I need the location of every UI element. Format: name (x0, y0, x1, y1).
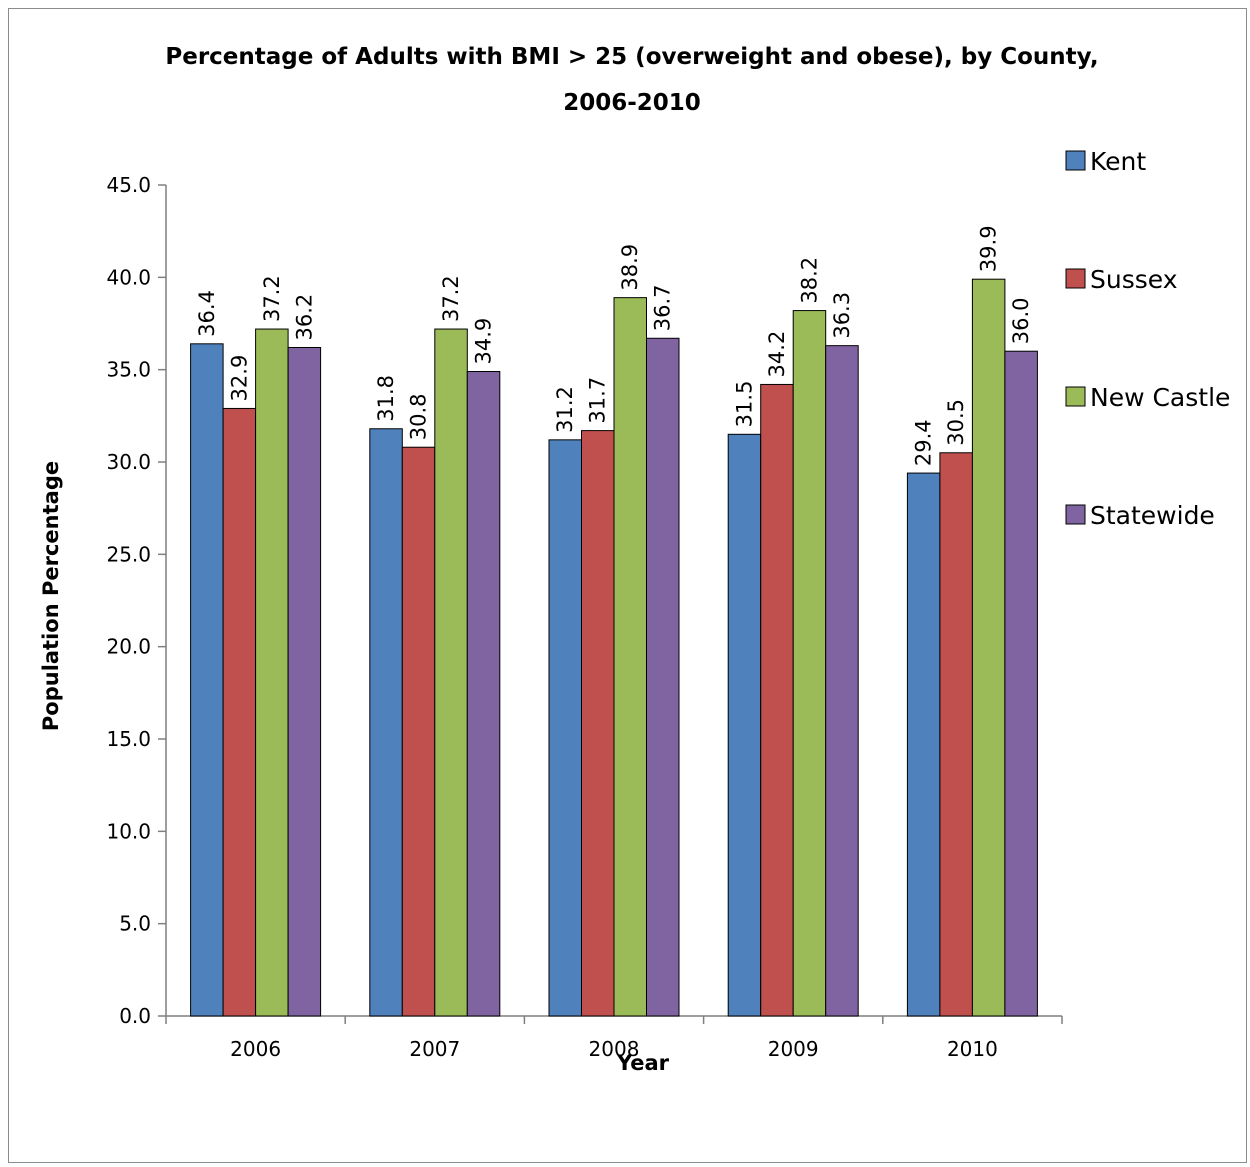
data-label: 39.9 (977, 225, 1001, 272)
y-tick-label: 15.0 (106, 727, 151, 751)
bar-statewide-2010 (1004, 350, 1038, 1017)
legend-label-sussex: Sussex (1090, 265, 1178, 294)
y-tick-label: 20.0 (106, 635, 151, 659)
y-tick-label: 5.0 (119, 912, 151, 936)
chart-title-line2: 2006-2010 (563, 90, 701, 116)
bar-sussex-2009 (760, 383, 794, 1017)
bar-kent-2006 (190, 343, 224, 1017)
data-label: 34.9 (472, 318, 496, 365)
data-label: 36.0 (1009, 297, 1033, 344)
data-label: 36.7 (651, 285, 675, 332)
legend: Kent Sussex New Castle Statewide (1065, 147, 1230, 530)
bar-kent-2009 (727, 433, 762, 1017)
bar-new-castle-2007 (434, 328, 468, 1017)
y-tick-label: 45.0 (106, 173, 151, 197)
legend-swatch-statewide (1065, 504, 1086, 525)
bar-statewide-2006 (287, 347, 322, 1017)
data-label: 32.9 (227, 355, 251, 402)
data-label: 31.7 (586, 377, 610, 424)
data-label: 37.2 (439, 275, 463, 322)
bar-sussex-2010 (939, 452, 973, 1017)
legend-swatch-sussex (1065, 268, 1086, 289)
y-tick-label: 35.0 (106, 358, 151, 382)
legend-swatch-kent (1065, 150, 1086, 171)
bar-statewide-2008 (646, 337, 680, 1017)
x-tick-label: 2010 (947, 1037, 998, 1061)
legend-label-new-castle: New Castle (1090, 383, 1230, 412)
data-label: 36.3 (830, 292, 854, 339)
bar-new-castle-2008 (613, 297, 647, 1017)
data-label: 31.8 (374, 375, 398, 422)
bar-new-castle-2009 (792, 310, 827, 1017)
bar-sussex-2007 (401, 446, 436, 1017)
plot-area: 0.0 5.0 10.0 15.0 20.0 25.0 30.0 35.0 40.0 45.0 36… (106, 173, 1063, 1061)
data-label: 38.9 (618, 244, 642, 291)
bar-new-castle-2006 (255, 328, 289, 1017)
chart-title-line1: Percentage of Adults with BMI > 25 (over… (165, 44, 1098, 70)
bar-sussex-2006 (222, 407, 257, 1017)
data-label: 36.4 (195, 290, 219, 337)
data-label: 29.4 (912, 419, 936, 466)
data-label: 30.8 (407, 393, 431, 440)
data-label: 38.2 (797, 257, 821, 304)
data-label: 31.5 (732, 381, 756, 428)
y-tick-label: 0.0 (119, 1004, 151, 1028)
x-axis-title: Year (616, 1051, 670, 1075)
bar-kent-2007 (369, 428, 403, 1017)
legend-swatch-new-castle (1065, 386, 1086, 407)
data-label: 30.5 (944, 399, 968, 446)
y-tick-label: 10.0 (106, 819, 151, 843)
x-tick-label: 2006 (230, 1037, 281, 1061)
bar-kent-2008 (548, 439, 582, 1017)
bar-statewide-2009 (825, 345, 859, 1017)
y-tick-label: 25.0 (106, 542, 151, 566)
bar-statewide-2007 (466, 371, 501, 1017)
data-label: 34.2 (765, 331, 789, 378)
bar-new-castle-2010 (971, 278, 1006, 1017)
x-tick-label: 2009 (768, 1037, 819, 1061)
data-label: 31.2 (553, 386, 577, 433)
data-label: 37.2 (260, 275, 284, 322)
legend-label-statewide: Statewide (1090, 501, 1215, 530)
y-tick-label: 40.0 (106, 265, 151, 289)
legend-label-kent: Kent (1090, 147, 1146, 176)
y-tick-label: 30.0 (106, 450, 151, 474)
bar-sussex-2008 (581, 430, 615, 1017)
y-axis-title: Population Percentage (39, 461, 63, 731)
x-tick-label: 2008 (589, 1037, 640, 1061)
bar-kent-2010 (906, 472, 941, 1017)
x-tick-label: 2007 (409, 1037, 460, 1061)
data-label: 36.2 (292, 294, 316, 341)
